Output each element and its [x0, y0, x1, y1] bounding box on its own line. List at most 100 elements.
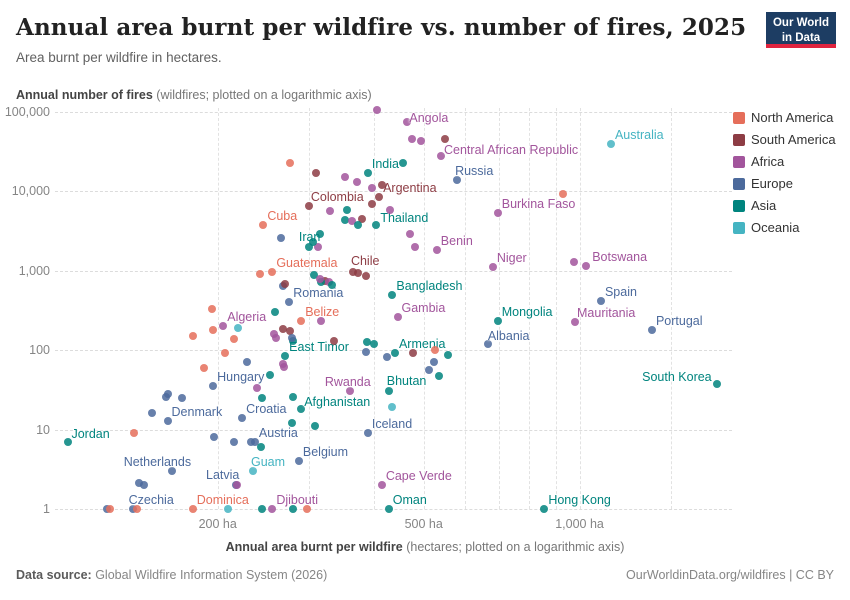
data-point[interactable] [287, 419, 296, 428]
data-point[interactable] [163, 390, 172, 399]
data-point[interactable] [596, 296, 605, 305]
legend-item-SA[interactable]: South America [733, 132, 836, 147]
data-point[interactable] [268, 267, 277, 276]
legend-item-EU[interactable]: Europe [733, 176, 836, 191]
data-point[interactable] [178, 393, 187, 402]
data-point[interactable] [268, 505, 277, 513]
data-point[interactable] [326, 207, 335, 216]
data-point[interactable] [248, 467, 257, 476]
data-point[interactable] [408, 134, 417, 143]
legend-item-AS[interactable]: Asia [733, 198, 836, 213]
data-point[interactable] [385, 206, 394, 215]
data-point[interactable] [106, 505, 115, 513]
data-point[interactable] [233, 481, 242, 490]
data-point[interactable] [163, 416, 172, 425]
data-point[interactable] [255, 269, 264, 278]
data-point[interactable] [310, 422, 319, 431]
data-point[interactable] [430, 346, 439, 355]
data-point[interactable] [348, 217, 357, 226]
data-point[interactable] [265, 371, 274, 380]
data-point[interactable] [288, 392, 297, 401]
data-point[interactable] [353, 220, 362, 229]
data-point[interactable] [288, 505, 297, 513]
data-point[interactable] [388, 403, 397, 412]
data-point[interactable] [285, 298, 294, 307]
data-point[interactable] [320, 276, 329, 285]
data-point[interactable] [130, 429, 139, 438]
data-point[interactable] [488, 263, 497, 272]
data-point[interactable] [483, 339, 492, 348]
data-point[interactable] [208, 304, 216, 313]
data-point[interactable] [493, 317, 502, 326]
data-point[interactable] [370, 339, 379, 348]
data-point[interactable] [362, 338, 371, 347]
data-point[interactable] [286, 158, 295, 167]
data-point[interactable] [304, 202, 313, 211]
data-point[interactable] [393, 313, 402, 322]
legend-item-OC[interactable]: Oceania [733, 220, 836, 235]
data-point[interactable] [348, 267, 357, 276]
owid-logo[interactable]: Our World in Data [766, 12, 836, 48]
data-point[interactable] [303, 505, 312, 513]
data-point[interactable] [229, 334, 238, 343]
data-point[interactable] [352, 178, 361, 187]
data-point[interactable] [493, 208, 502, 217]
data-point[interactable] [276, 233, 285, 242]
data-point[interactable] [199, 364, 208, 373]
data-point[interactable] [569, 257, 578, 266]
data-point[interactable] [188, 332, 197, 341]
data-point[interactable] [384, 386, 393, 395]
data-point[interactable] [363, 429, 372, 438]
data-point[interactable] [453, 175, 462, 184]
data-point[interactable] [373, 106, 382, 115]
data-point[interactable] [310, 270, 319, 279]
data-point[interactable] [328, 280, 337, 289]
data-point[interactable] [297, 405, 306, 414]
data-point[interactable] [377, 481, 386, 490]
data-point[interactable] [441, 135, 450, 144]
data-point[interactable] [229, 437, 238, 446]
data-point[interactable] [308, 238, 317, 247]
data-point[interactable] [571, 318, 579, 327]
data-point[interactable] [417, 137, 426, 146]
data-point[interactable] [258, 393, 267, 402]
data-point[interactable] [257, 443, 266, 452]
data-point[interactable] [434, 372, 443, 381]
data-point[interactable] [259, 220, 268, 229]
data-point[interactable] [281, 279, 290, 288]
data-point[interactable] [390, 349, 399, 358]
data-point[interactable] [209, 382, 218, 391]
data-point[interactable] [297, 317, 306, 326]
data-point[interactable] [270, 330, 279, 339]
data-point[interactable] [388, 290, 397, 299]
data-point[interactable] [432, 246, 441, 255]
data-point[interactable] [606, 139, 615, 148]
data-point[interactable] [368, 184, 377, 193]
data-point[interactable] [209, 325, 218, 334]
data-point[interactable] [270, 308, 279, 317]
data-point[interactable] [405, 230, 414, 239]
data-point[interactable] [425, 365, 434, 374]
data-point[interactable] [372, 220, 381, 229]
data-point[interactable] [540, 505, 549, 513]
data-point[interactable] [362, 271, 371, 280]
data-point[interactable] [294, 457, 303, 466]
data-point[interactable] [234, 324, 243, 333]
data-point[interactable] [315, 230, 324, 239]
legend-item-AF[interactable]: Africa [733, 154, 836, 169]
data-point[interactable] [330, 337, 339, 346]
data-point[interactable] [221, 349, 230, 358]
data-point[interactable] [188, 505, 197, 513]
data-point[interactable] [382, 353, 391, 362]
data-point[interactable] [358, 214, 366, 223]
data-point[interactable] [281, 352, 290, 361]
data-point[interactable] [286, 327, 295, 336]
data-point[interactable] [128, 505, 137, 513]
data-point[interactable] [429, 358, 438, 367]
data-point[interactable] [210, 433, 219, 442]
data-point[interactable] [582, 261, 591, 270]
data-point[interactable] [279, 324, 288, 333]
data-point[interactable] [219, 322, 228, 331]
data-point[interactable] [133, 505, 142, 513]
data-point[interactable] [559, 190, 568, 199]
